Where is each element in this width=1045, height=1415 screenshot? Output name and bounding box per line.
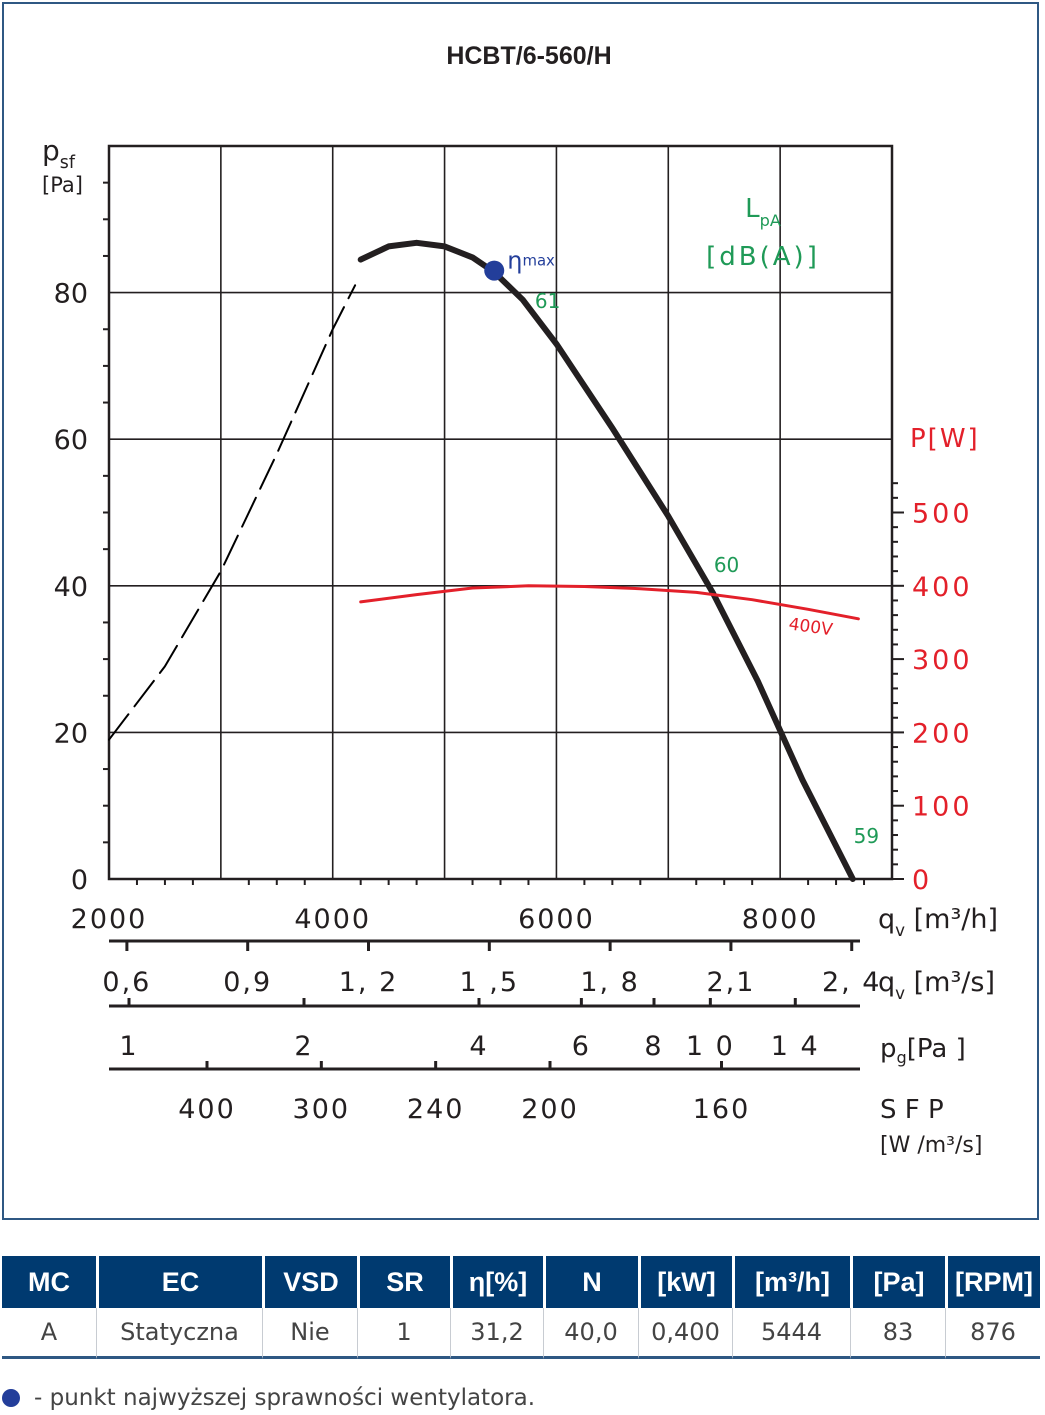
- cell-ec: Statyczna: [96, 1308, 262, 1359]
- scale-sfp-tick-label: 300: [293, 1094, 351, 1125]
- x-axis-label: qv [m³/h]: [878, 904, 998, 940]
- scale-pg-tick-label: 4: [469, 1031, 488, 1062]
- cell-mc: A: [2, 1308, 96, 1359]
- header-flow: [m³/h]: [732, 1256, 850, 1308]
- scale-sfp-tick-label: 400: [178, 1094, 236, 1125]
- y-tick-label: 80: [54, 279, 88, 310]
- power-tick-label: 100: [912, 792, 973, 823]
- cell-sr: 1: [357, 1308, 450, 1359]
- power-axis-label: P[W]: [910, 424, 980, 454]
- eta-max-label: ηmax: [507, 247, 555, 275]
- y-axis-unit: [Pa]: [42, 173, 83, 197]
- sound-level-label: 61: [535, 289, 560, 313]
- series-pressure_unstable: [108, 284, 357, 741]
- header-vsd: VSD: [262, 1256, 357, 1308]
- y-tick-label: 0: [71, 865, 88, 896]
- header-n: N: [543, 1256, 638, 1308]
- power-tick-label: 500: [912, 499, 973, 530]
- cell-pressure: 83: [850, 1308, 945, 1359]
- scale-sfp-tick-label: 160: [693, 1094, 751, 1125]
- scale-sfp-tick-label: 200: [521, 1094, 579, 1125]
- spec-table: MC EC VSD SR η[%] N [kW] [m³/h] [Pa] [RP…: [2, 1256, 1040, 1359]
- scale-pg-tick-label: 2: [294, 1031, 313, 1062]
- scale-pg-tick-label: 6: [572, 1031, 591, 1062]
- scale-sfp-label: S F P: [880, 1095, 944, 1125]
- x-tick-label: 6000: [518, 904, 595, 935]
- eta-max-legend-dot: [2, 1389, 20, 1407]
- y-tick-label: 60: [54, 425, 88, 456]
- scale-qs-tick-label: 1, 8: [580, 967, 640, 998]
- x-tick-label: 8000: [742, 904, 819, 935]
- cell-flow: 5444: [732, 1308, 850, 1359]
- cell-n: 40,0: [543, 1308, 638, 1359]
- chart-frame: [2, 2, 1039, 1220]
- scale-qs-label: qv [m³/s]: [878, 967, 995, 1003]
- scale-pg-label: pg[Pa ]: [880, 1034, 966, 1067]
- power-tick-label: 0: [912, 865, 932, 896]
- series-power: [359, 584, 860, 621]
- cell-vsd: Nie: [262, 1308, 357, 1359]
- footnote-text: - punkt najwyższej sprawności wentylator…: [34, 1385, 536, 1411]
- y-tick-label: 20: [54, 718, 88, 749]
- x-tick-label: 2000: [71, 904, 148, 935]
- header-mc: MC: [2, 1256, 96, 1308]
- y-tick-label: 40: [54, 572, 88, 603]
- table-header-row: MC EC VSD SR η[%] N [kW] [m³/h] [Pa] [RP…: [2, 1256, 1040, 1308]
- footnote: - punkt najwyższej sprawności wentylator…: [2, 1383, 535, 1413]
- power-tick-label: 300: [912, 645, 973, 676]
- scale-qs-tick-label: 2, 4: [822, 967, 882, 998]
- scale-qs-tick-label: 1, 2: [339, 967, 399, 998]
- header-rpm: [RPM]: [945, 1256, 1040, 1308]
- x-tick-label: 4000: [294, 904, 371, 935]
- sound-level-label: 59: [854, 824, 879, 848]
- sound-axis-label: LpA: [745, 194, 781, 230]
- table-row: A Statyczna Nie 1 31,2 40,0 0,400 5444 8…: [2, 1308, 1040, 1359]
- cell-efficiency: 31,2: [450, 1308, 543, 1359]
- power-tick-label: 400: [912, 572, 973, 603]
- header-kw: [kW]: [638, 1256, 732, 1308]
- header-pressure: [Pa]: [850, 1256, 945, 1308]
- power-tick-label: 200: [912, 718, 973, 749]
- scale-sfp-unit: [W /m³/s]: [880, 1133, 982, 1158]
- scale-qs-tick-label: 2,1: [706, 967, 755, 998]
- scale-pg-tick-label: 1 4: [771, 1031, 820, 1062]
- cell-kw: 0,400: [638, 1308, 732, 1359]
- series-pressure: [357, 239, 856, 882]
- power-series-label: 400V: [787, 614, 834, 640]
- scale-pg-tick-label: 1: [119, 1031, 138, 1062]
- scale-pg-tick-label: 1 0: [686, 1031, 735, 1062]
- cell-rpm: 876: [945, 1308, 1040, 1359]
- header-sr: SR: [357, 1256, 450, 1308]
- header-ec: EC: [96, 1256, 262, 1308]
- scale-qs-tick-label: 1 ,5: [460, 967, 520, 998]
- scale-qs-tick-label: 0,9: [223, 967, 272, 998]
- sound-axis-unit: [dB(A)]: [706, 242, 820, 272]
- sound-level-label: 60: [714, 553, 739, 577]
- scale-pg-tick-label: 8: [644, 1031, 663, 1062]
- scale-sfp-tick-label: 240: [407, 1094, 465, 1125]
- eta-max-point: [484, 260, 505, 281]
- chart-title: HCBT/6-560/H: [446, 42, 611, 70]
- scale-qs-tick-label: 0,6: [102, 967, 151, 998]
- y-axis-label: psf: [42, 134, 76, 173]
- header-efficiency: η[%]: [450, 1256, 543, 1308]
